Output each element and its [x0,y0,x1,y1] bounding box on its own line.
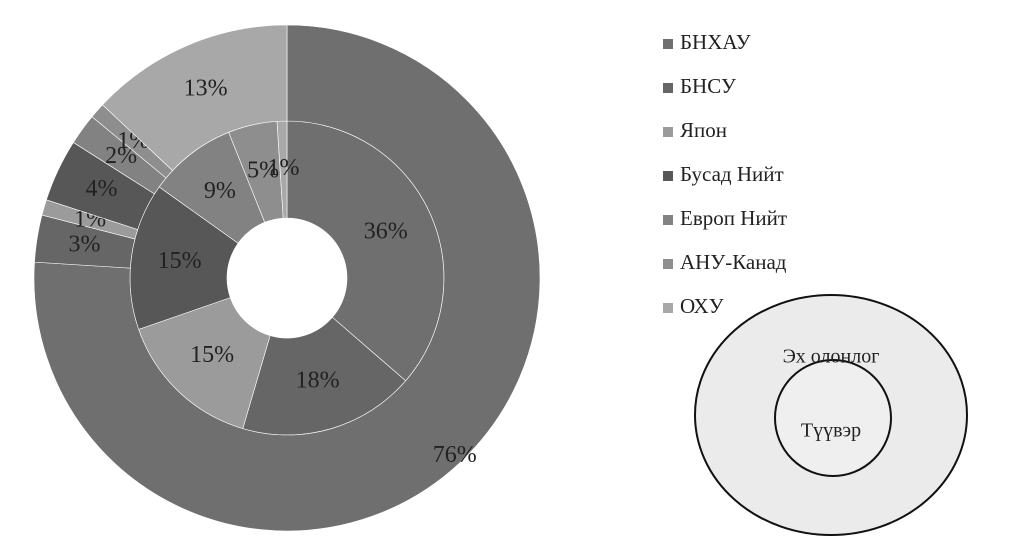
data-label: 9% [204,178,236,204]
data-label: 36% [364,218,408,244]
data-label: 1% [268,155,300,181]
donut-slice [33,24,541,532]
inner-set [774,359,892,477]
legend-swatch [663,303,673,313]
legend-swatch [663,39,673,49]
legend-swatch [663,259,673,269]
data-label: 4% [86,176,118,202]
outer-set-label: Эх олонлог [783,346,880,368]
data-label: 15% [158,248,202,274]
legend-swatch [663,215,673,225]
legend-label: БНХАУ [680,30,751,54]
legend-label: АНУ-Канад [680,250,787,274]
data-label: 3% [69,231,101,257]
data-label: 76% [433,442,477,468]
data-label: 15% [190,342,234,368]
data-label: 13% [184,75,228,101]
legend-label: Европ Нийт [680,206,787,230]
legend-swatch [663,171,673,181]
legend-swatch [663,83,673,93]
legend-swatch [663,127,673,137]
donut-slice [102,24,288,171]
legend-label: Бусад Нийт [680,162,784,186]
legend-label: БНСУ [680,74,736,98]
legend-label: ОХУ [680,294,724,318]
legend-label: Япон [680,118,727,142]
data-label: 18% [296,368,340,394]
data-label: 5% [247,158,279,184]
inner-set-label: Түүвэр [801,420,861,442]
